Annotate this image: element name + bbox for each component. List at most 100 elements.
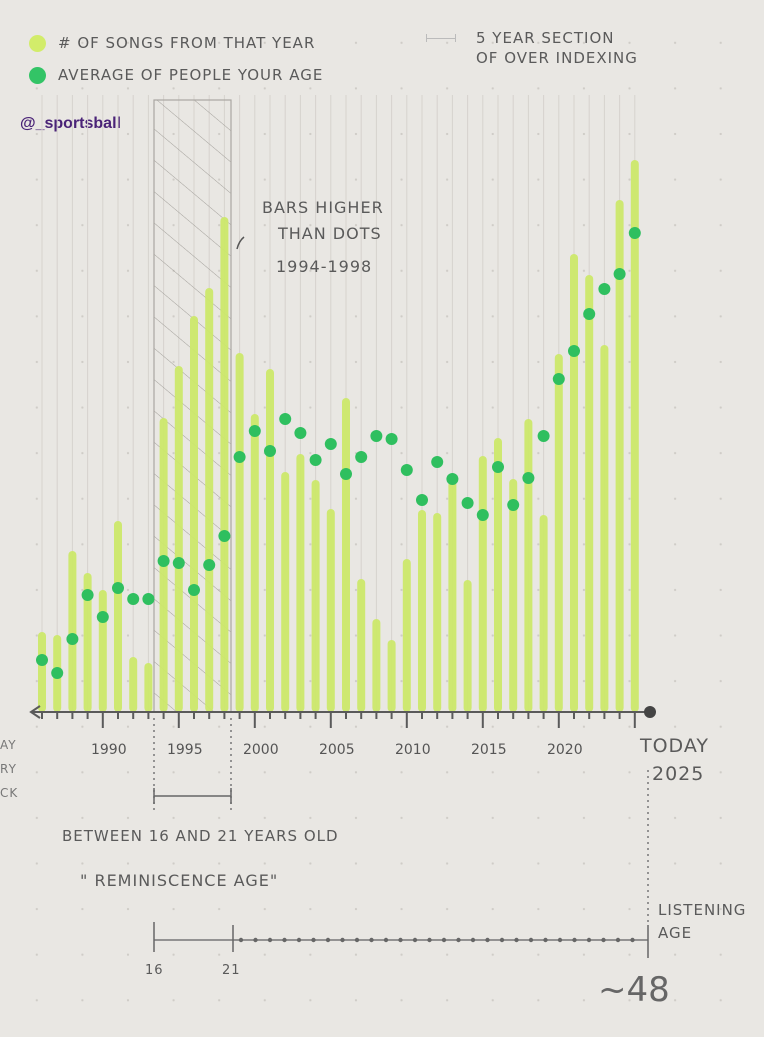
cropped-text: AY	[0, 738, 17, 752]
svg-text:1995: 1995	[167, 742, 203, 758]
bar-2003	[296, 454, 305, 712]
legend-item-songs: # OF SONGS FROM THAT YEAR	[29, 34, 315, 52]
bar-1990	[98, 590, 107, 712]
dot-1996	[188, 584, 200, 596]
dot-1986	[36, 654, 48, 666]
dot-2021	[568, 345, 580, 357]
cropped-text: CK	[0, 786, 19, 800]
annotation-between: BETWEEN 16 AND 21 YEARS OLD	[62, 827, 339, 845]
bar-2007	[357, 579, 366, 712]
bar-2019	[539, 515, 548, 712]
dot-2017	[507, 499, 520, 511]
bar-2014	[463, 580, 472, 712]
svg-text:2000: 2000	[243, 742, 279, 758]
bars	[38, 160, 639, 712]
bar-2013	[448, 481, 457, 712]
listening-age-label: LISTENING AGE	[658, 899, 746, 944]
bar-2000	[250, 414, 259, 712]
dot-2005	[324, 438, 337, 450]
bar-1993	[144, 663, 153, 712]
dot-1993	[142, 593, 155, 605]
bar-2020	[554, 354, 563, 712]
bar-2017	[509, 479, 518, 712]
bar-1991	[114, 521, 122, 712]
legend-item-average: AVERAGE OF PEOPLE YOUR AGE	[29, 66, 323, 84]
dot-2022	[583, 308, 596, 320]
dot-2010	[400, 464, 413, 476]
dot-2020	[552, 373, 565, 385]
bar-2022	[585, 275, 594, 712]
dot-2007	[355, 451, 368, 463]
dot-1998	[218, 530, 231, 542]
svg-text:1990: 1990	[91, 742, 127, 758]
dot-2024	[613, 268, 626, 280]
bar-2004	[311, 480, 320, 712]
annotation-bars-higher: BARS HIGHER THAN DOTS 1994-1998	[262, 197, 384, 278]
bar-2009	[387, 640, 396, 712]
bar-2005	[326, 509, 335, 712]
dot-2013	[446, 473, 459, 485]
today-dot-icon	[644, 706, 656, 718]
bar-1999	[235, 353, 244, 712]
bar-1996	[190, 316, 198, 712]
bar-1988	[68, 551, 77, 712]
svg-text:2020: 2020	[547, 742, 583, 758]
dot-2012	[431, 456, 444, 468]
dot-2019	[537, 430, 550, 442]
bar-2016	[494, 438, 502, 712]
bar-2023	[600, 345, 609, 712]
bar-2018	[524, 419, 533, 712]
section-key-line2: OF OVER INDEXING	[476, 49, 638, 68]
dot-2011	[416, 494, 428, 506]
listening-age-line: AGE	[658, 923, 693, 942]
x-axis-tick-labels: 1990 1995 2000 2005 2010 2015 2020	[91, 742, 583, 758]
dot-2000	[248, 425, 261, 437]
bar-1986	[38, 632, 46, 712]
dot-2009	[385, 433, 398, 445]
annotation-reminiscence: " REMINISCENCE AGE"	[80, 871, 279, 890]
dot-1991	[112, 582, 124, 594]
dot-2006	[340, 468, 352, 480]
bar-2024	[615, 200, 624, 712]
bar-2008	[372, 619, 381, 712]
dot-2016	[492, 461, 504, 473]
x-axis-ticks	[41, 712, 636, 728]
bar-1997	[205, 288, 214, 712]
dot-2015	[476, 509, 489, 521]
section-key-line1: 5 YEAR SECTION	[476, 29, 615, 47]
svg-text:2005: 2005	[319, 742, 355, 758]
current-age-value: ~48	[598, 970, 670, 1010]
age-end-label: 21	[222, 963, 241, 978]
dot-2025	[628, 227, 641, 239]
watermark: @_sportsball	[20, 115, 121, 132]
age-start-label: 16	[145, 963, 164, 978]
dot-2014	[461, 497, 474, 509]
bar-2006	[342, 398, 350, 712]
dot-1990	[96, 611, 109, 623]
bar-2021	[570, 254, 578, 712]
bar-2010	[402, 559, 411, 712]
bar-2001	[266, 369, 274, 712]
dot-2008	[370, 430, 383, 442]
green-dot-icon	[29, 66, 46, 84]
dot-1995	[172, 557, 185, 569]
dots	[36, 227, 641, 679]
annotation-today: TODAY 2025	[640, 733, 709, 788]
dot-2003	[294, 427, 307, 439]
bar-2011	[418, 510, 426, 712]
bar-1998	[220, 217, 229, 712]
bar-1992	[129, 657, 138, 712]
cropped-text: RY	[0, 762, 17, 776]
bar-2025	[630, 160, 639, 712]
annotation-line: THAN DOTS	[278, 223, 382, 243]
dot-1992	[127, 593, 140, 605]
annotation-line: BARS HIGHER	[262, 198, 384, 217]
bar-1995	[174, 366, 183, 712]
lime-dot-icon	[29, 34, 46, 52]
dot-1988	[66, 633, 79, 645]
dot-1999	[233, 451, 246, 463]
bar-2002	[281, 472, 290, 712]
legend-label: AVERAGE OF PEOPLE YOUR AGE	[58, 66, 324, 84]
dot-1997	[203, 559, 216, 571]
dot-1987	[51, 667, 64, 679]
